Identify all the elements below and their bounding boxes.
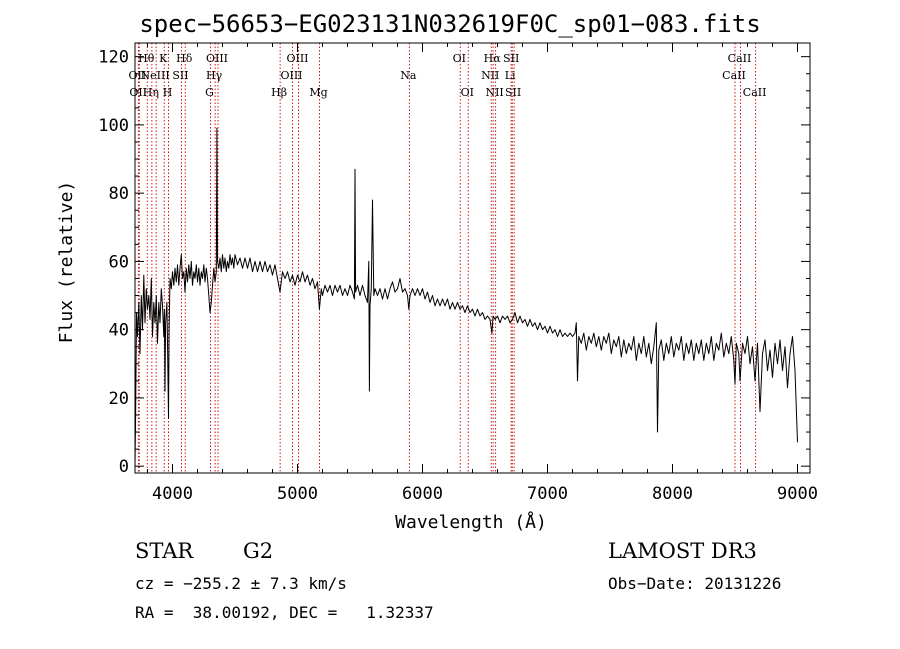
spectral-line-label: K	[159, 52, 168, 65]
spectral-line-label: Hδ	[176, 52, 193, 65]
spectral-line-label: CaII	[722, 69, 746, 82]
chart-title: spec−56653−EG023131N032619F0C_sp01−083.f…	[139, 10, 761, 38]
spectral-line-label: OIII	[280, 69, 302, 82]
y-tick-label: 100	[98, 116, 129, 136]
spectral-line-label: NeIII	[141, 69, 170, 82]
spectral-line-label: Na	[400, 69, 417, 82]
spectral-line-label: OII	[129, 69, 147, 82]
spectral-line-label: Hη	[143, 86, 159, 99]
observation-date: Obs−Date: 20131226	[608, 574, 782, 593]
spectral-line-label: G	[205, 86, 214, 99]
x-tick-label: 7000	[527, 484, 568, 504]
spectral-line-label: CaII	[743, 86, 767, 99]
x-tick-label: 5000	[277, 484, 318, 504]
y-tick-label: 120	[98, 48, 129, 68]
spectral-line-label: Hβ	[271, 86, 287, 99]
spectral-line-label: Hγ	[206, 69, 223, 82]
y-tick-label: 60	[109, 252, 129, 272]
survey-name: LAMOST DR3	[608, 539, 757, 563]
spectral-line-label: Hα	[484, 52, 502, 65]
spectral-line-label: NII	[485, 86, 503, 99]
spectral-line-label: OIII	[206, 52, 228, 65]
y-tick-label: 40	[109, 321, 129, 341]
x-tick-label: 9000	[777, 484, 818, 504]
spectral-line-label: OII	[129, 86, 147, 99]
subclass: G2	[243, 539, 274, 563]
coordinates: RA = 38.00192, DEC = 1.32337	[135, 603, 434, 622]
spectral-line-label: OIII	[286, 52, 308, 65]
spectral-line-label: Hθ	[138, 52, 155, 65]
spectrum-layer	[134, 127, 798, 467]
spectral-line-label: SII	[172, 69, 188, 82]
x-tick-label: 6000	[402, 484, 443, 504]
spectral-line-label: H	[163, 86, 173, 99]
spectral-line-label: CaII	[728, 52, 752, 65]
redshift-velocity: cz = −255.2 ± 7.3 km/s	[135, 574, 347, 593]
line-labels-layer: OII OII Hθ Hη NeIII K H SII Hδ G Hγ OIII Hβ OIII OIII M…	[129, 52, 767, 99]
spectral-line-label: Mg	[309, 86, 327, 99]
spectral-line-label: SII	[505, 86, 521, 99]
spectral-line-label: SII	[503, 52, 519, 65]
x-tick-label: 8000	[652, 484, 693, 504]
object-class: STAR	[135, 539, 194, 563]
axes-layer: 4000 5000 6000 7000 8000 9000 0 20 40 60 80 100 120	[98, 42, 818, 504]
spectral-lines-layer	[137, 43, 757, 473]
y-tick-label: 0	[119, 457, 129, 477]
spectrum-line	[134, 127, 798, 467]
x-tick-label: 4000	[152, 484, 193, 504]
spectral-line-label: NII	[481, 69, 499, 82]
x-axis-label: Wavelength (Å)	[395, 511, 547, 533]
spectral-line-label: Li	[505, 69, 516, 82]
spectral-line-label: OI	[453, 52, 466, 65]
y-axis-label: Flux (relative)	[56, 181, 77, 344]
y-tick-label: 80	[109, 184, 129, 204]
spectral-line-label: OI	[461, 86, 474, 99]
y-tick-label: 20	[109, 389, 129, 409]
